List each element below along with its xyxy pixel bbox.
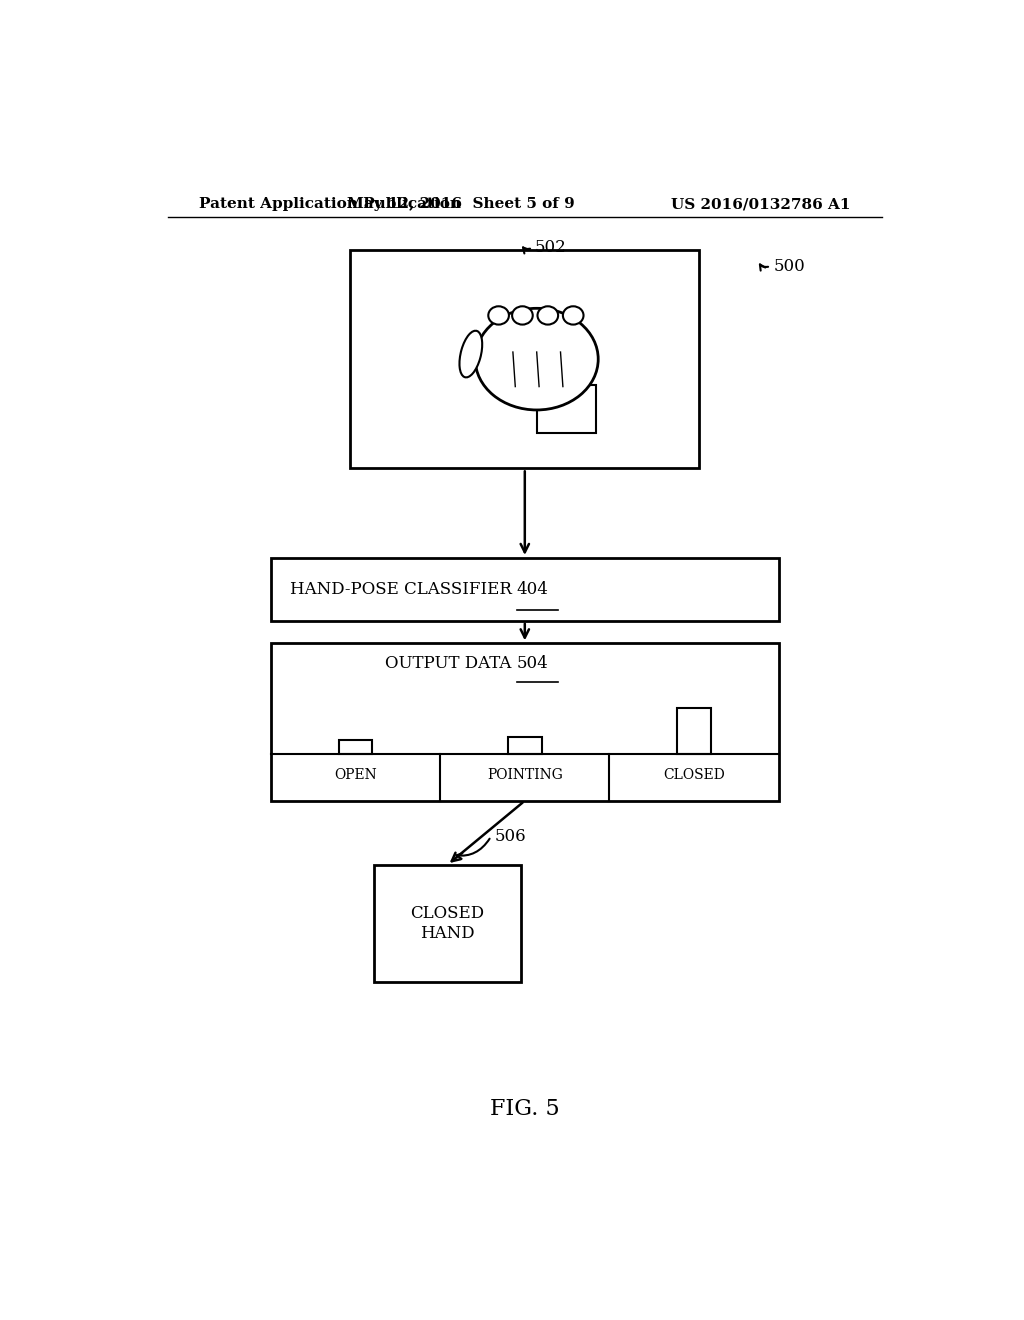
Bar xyxy=(350,249,699,469)
Text: POINTING: POINTING xyxy=(486,768,563,783)
Text: 504: 504 xyxy=(517,655,549,672)
Bar xyxy=(677,708,711,754)
Ellipse shape xyxy=(488,306,509,325)
Text: OPEN: OPEN xyxy=(334,768,377,783)
Ellipse shape xyxy=(563,306,584,325)
Bar xyxy=(339,741,373,754)
Text: Patent Application Publication: Patent Application Publication xyxy=(200,197,462,211)
Ellipse shape xyxy=(475,309,598,411)
Bar xyxy=(374,865,521,982)
Ellipse shape xyxy=(512,306,532,325)
Ellipse shape xyxy=(460,331,482,378)
Bar xyxy=(270,558,779,620)
Text: OUTPUT DATA: OUTPUT DATA xyxy=(385,655,517,672)
Bar xyxy=(270,643,779,801)
Ellipse shape xyxy=(538,306,558,325)
Text: 500: 500 xyxy=(773,257,805,275)
Bar xyxy=(508,738,542,754)
Bar xyxy=(537,384,596,433)
Text: HAND-POSE CLASSIFIER: HAND-POSE CLASSIFIER xyxy=(290,581,517,598)
Text: FIG. 5: FIG. 5 xyxy=(490,1098,559,1119)
Text: CLOSED
HAND: CLOSED HAND xyxy=(411,906,484,941)
Text: CLOSED: CLOSED xyxy=(664,768,725,783)
Text: May 12, 2016  Sheet 5 of 9: May 12, 2016 Sheet 5 of 9 xyxy=(347,197,575,211)
Text: 502: 502 xyxy=(536,239,567,256)
Text: US 2016/0132786 A1: US 2016/0132786 A1 xyxy=(671,197,850,211)
Text: 506: 506 xyxy=(495,828,526,845)
Text: 404: 404 xyxy=(517,581,549,598)
